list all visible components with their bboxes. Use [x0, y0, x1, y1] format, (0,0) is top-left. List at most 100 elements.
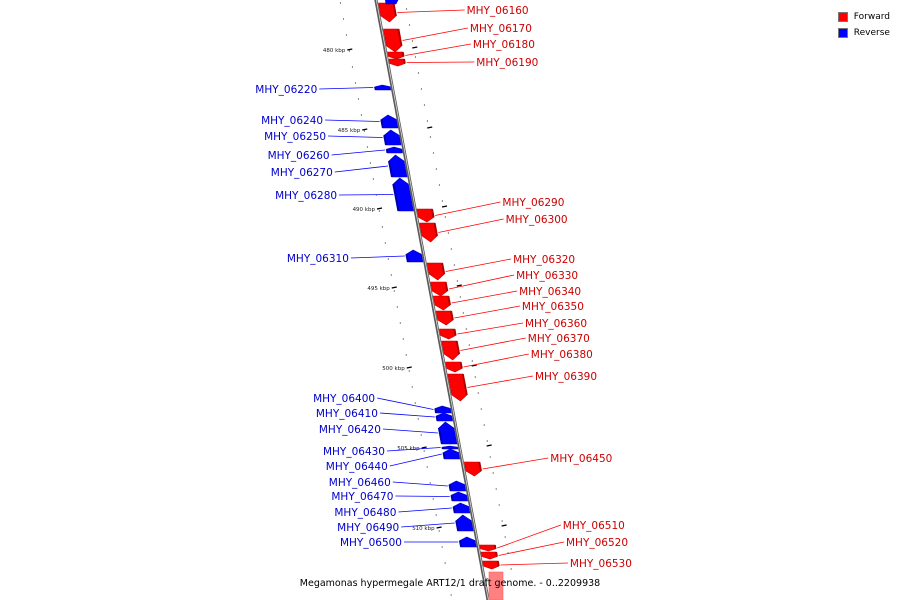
gene-leader-line: [397, 9, 465, 13]
gene-leader-line: [350, 255, 405, 259]
gene-label-mhy_06220: MHY_06220: [255, 84, 317, 96]
minor-tick: [468, 344, 470, 346]
gene-leader-line: [395, 495, 450, 497]
gene-arrow-mhy_06270: [388, 154, 408, 178]
major-tick: [471, 364, 477, 367]
minor-tick: [438, 184, 440, 186]
minor-tick: [453, 264, 455, 266]
gene-label-mhy_06240: MHY_06240: [261, 115, 323, 127]
minor-tick: [435, 514, 437, 516]
major-tick: [427, 126, 433, 129]
gene-arrow-mhy_06220: [374, 84, 392, 91]
gene-arrow-mhy_06470: [451, 491, 468, 502]
gene-arrow-mhy_06370: [441, 340, 460, 361]
minor-tick: [435, 168, 437, 170]
gene-arrow-shade: [388, 160, 393, 178]
gene-arrow-shade: [442, 452, 446, 460]
gene-label-mhy_06420: MHY_06420: [319, 424, 381, 436]
gene-leader-line: [435, 201, 501, 216]
minor-tick: [423, 104, 426, 106]
legend-label-forward: Forward: [853, 12, 890, 22]
gene-leader-line: [392, 481, 448, 487]
minor-tick: [414, 402, 416, 404]
minor-tick: [387, 258, 389, 260]
minor-tick: [381, 226, 383, 228]
gene-arrow-shade: [447, 295, 451, 306]
gene-arrow-mhy_06250: [383, 129, 402, 146]
gene-arrow-shade: [401, 51, 405, 57]
legend-item-reverse: Reverse: [837, 25, 890, 41]
gene-label-mhy_06410: MHY_06410: [316, 408, 378, 420]
gene-leader-line: [457, 322, 524, 335]
gene-arrow-mhy_06430: [442, 445, 459, 450]
gene-label-mhy_06390: MHY_06390: [535, 371, 597, 383]
gene-leader-line: [448, 274, 515, 290]
minor-tick: [396, 306, 398, 308]
gene-label-mhy_06250: MHY_06250: [264, 131, 326, 143]
minor-tick: [369, 162, 371, 164]
scale-label: 510 kbp: [412, 526, 435, 532]
minor-tick: [510, 568, 512, 570]
minor-tick: [414, 56, 417, 58]
major-tick: [441, 205, 448, 208]
minor-tick: [513, 584, 515, 586]
gene-leader-line: [445, 258, 512, 272]
minor-tick: [489, 456, 491, 458]
gene-arrow-shade: [448, 484, 452, 492]
gene-label-mhy_06380: MHY_06380: [531, 349, 593, 361]
gene-leader-line: [379, 412, 435, 418]
minor-tick: [447, 578, 449, 580]
minor-tick: [357, 98, 360, 100]
gene-arrow-shade: [385, 148, 389, 154]
scale-label: 500 kbp: [382, 366, 405, 372]
gene-arrow-partial: [488, 571, 504, 600]
gene-label-mhy_06180: MHY_06180: [473, 39, 535, 51]
minor-tick: [429, 136, 432, 138]
gene-leader-line: [389, 453, 442, 467]
minor-tick: [399, 322, 401, 324]
gene-arrow-shade: [495, 551, 498, 557]
gene-label-mhy_06280: MHY_06280: [275, 190, 337, 202]
gene-leader-line: [500, 562, 568, 566]
minor-tick: [408, 370, 410, 372]
gene-arrow-mhy_06340: [432, 295, 451, 311]
gene-label-mhy_06190: MHY_06190: [476, 57, 538, 69]
gene-leader-line: [386, 447, 441, 452]
minor-tick: [465, 328, 467, 330]
legend: Forward Reverse: [837, 9, 890, 41]
minor-tick: [498, 504, 500, 506]
minor-tick: [351, 66, 354, 68]
gene-arrow-shade: [374, 86, 377, 91]
gene-arrow-shade: [405, 254, 409, 263]
gene-arrow-mhy_06290: [416, 208, 434, 223]
gene-arrow-shade: [380, 119, 384, 129]
gene-arrow-shade: [433, 222, 438, 237]
gene-arrow-mhy_06380: [445, 361, 463, 373]
major-tick: [486, 444, 492, 447]
minor-tick: [360, 114, 363, 116]
gene-arrow-mhy_06330: [430, 281, 448, 297]
gene-arrow-mhy_06390: [447, 373, 468, 402]
gene-label-mhy_06340: MHY_06340: [519, 286, 581, 298]
gene-arrow-shade: [403, 58, 406, 64]
minor-tick: [432, 152, 435, 154]
scale-label: 485 kbp: [338, 128, 361, 134]
gene-arrow-shade: [435, 415, 439, 422]
gene-leader-line: [498, 541, 565, 556]
minor-tick: [390, 274, 392, 276]
major-tick: [436, 526, 442, 529]
gene-arrow-mhy_06480: [453, 502, 471, 514]
major-tick: [362, 128, 368, 131]
gene-arrow-shade: [455, 520, 460, 532]
minor-tick: [441, 200, 443, 202]
gene-arrow-shade: [437, 427, 443, 445]
scale-label: 480 kbp: [323, 48, 346, 54]
gene-arrow-mhy_06190: [388, 58, 406, 67]
gene-arrow-mhy_06300: [419, 222, 438, 243]
gene-leader-line: [334, 165, 389, 173]
minor-tick: [450, 248, 452, 250]
gene-label-mhy_06260: MHY_06260: [268, 150, 330, 162]
gene-arrow-shade: [450, 494, 454, 502]
major-tick: [501, 524, 507, 527]
